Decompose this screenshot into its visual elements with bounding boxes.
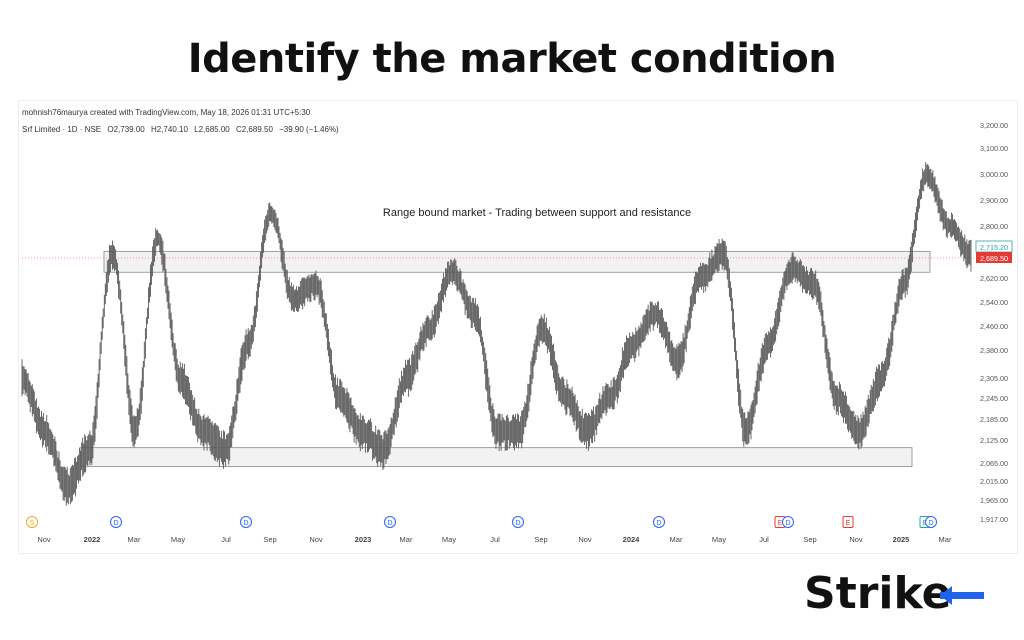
- event-marker-label: D: [113, 520, 118, 527]
- y-tick-label: 1,917.00: [980, 515, 1008, 524]
- y-tick-label: 3,200.00: [980, 121, 1008, 130]
- symbol-label: Srf Limited · 1D · NSE: [22, 125, 102, 134]
- y-tick-label: 2,620.00: [980, 274, 1008, 283]
- event-marker-label: S: [30, 520, 35, 527]
- event-marker-e: [842, 516, 854, 528]
- y-tick-label: 2,125.00: [980, 436, 1008, 445]
- x-tick-label: Sep: [534, 535, 547, 544]
- brand-accent-bar: [940, 592, 984, 599]
- x-tick-label: Sep: [263, 535, 276, 544]
- x-tick-label: Mar: [939, 535, 952, 544]
- event-marker-label: D: [785, 520, 790, 527]
- event-marker-label: D: [515, 520, 520, 527]
- x-tick-label: Nov: [309, 535, 323, 544]
- x-tick-label: Nov: [578, 535, 592, 544]
- x-tick-label: May: [171, 535, 185, 544]
- high-value: H2,740.10: [150, 125, 188, 134]
- chart-panel[interactable]: [18, 100, 1018, 554]
- page-title: Identify the market condition: [187, 36, 837, 82]
- close-value: C2,689.50: [235, 125, 273, 134]
- open-value: O2,739.00: [107, 125, 145, 134]
- y-tick-label: 2,540.00: [980, 298, 1008, 307]
- event-marker-label: E: [846, 520, 851, 527]
- x-tick-label: 2023: [355, 535, 372, 544]
- y-tick-label: 2,015.00: [980, 477, 1008, 486]
- x-tick-label: 2024: [623, 535, 641, 544]
- brand-wordmark: Strike: [804, 568, 951, 619]
- y-tick-label: 2,185.00: [980, 415, 1008, 424]
- event-marker-d: [240, 516, 252, 528]
- y-tick-label: 2,715.20: [980, 243, 1008, 252]
- event-marker-d: [512, 516, 524, 528]
- event-marker-label: D: [387, 520, 392, 527]
- event-marker-label: D: [928, 520, 933, 527]
- last-price-badge: [976, 252, 1012, 263]
- event-marker-d: [782, 516, 794, 528]
- x-tick-label: 2025: [893, 535, 910, 544]
- x-tick-label: Nov: [849, 535, 863, 544]
- x-tick-label: Nov: [37, 535, 51, 544]
- event-marker-d: [384, 516, 396, 528]
- y-tick-label: 3,000.00: [980, 170, 1008, 179]
- y-tick-label: 2,689.50: [980, 254, 1008, 263]
- brand-arrow-icon: [940, 586, 952, 605]
- event-marker-d: [925, 516, 937, 528]
- y-tick-label: 2,245.00: [980, 394, 1008, 403]
- x-tick-label: Jul: [759, 535, 769, 544]
- event-marker-label: D: [243, 520, 248, 527]
- y-tick-label: 2,460.00: [980, 322, 1008, 331]
- x-tick-label: May: [712, 535, 726, 544]
- y-tick-label: 3,100.00: [980, 144, 1008, 153]
- chart-attribution: mohnish76maurya created with TradingView…: [22, 108, 311, 117]
- event-marker-d: [653, 516, 665, 528]
- x-tick-label: Mar: [400, 535, 413, 544]
- support-zone: [79, 447, 913, 467]
- x-tick-label: 2022: [84, 535, 101, 544]
- x-tick-label: Mar: [128, 535, 141, 544]
- y-tick-label: 2,900.00: [980, 196, 1008, 205]
- y-tick-label: 2,305.00: [980, 374, 1008, 383]
- strike-logo: Strike: [804, 568, 984, 619]
- event-marker-label: E: [923, 520, 928, 527]
- price-series: [21, 162, 972, 506]
- x-tick-label: Mar: [670, 535, 683, 544]
- y-tick-label: 2,380.00: [980, 346, 1008, 355]
- x-tick-label: Jul: [490, 535, 500, 544]
- y-tick-label: 1,965.00: [980, 496, 1008, 505]
- quote-line: Srf Limited · 1D · NSE O2,739.00 H2,740.…: [22, 125, 343, 134]
- y-tick-label: 2,065.00: [980, 459, 1008, 468]
- range-annotation: Range bound market - Trading between sup…: [383, 207, 691, 219]
- y-tick-label: 2,800.00: [980, 222, 1008, 231]
- change-value: −39.90 (−1.46%): [279, 125, 339, 134]
- event-marker-d: [110, 516, 122, 528]
- event-marker-s: [26, 516, 38, 528]
- event-marker-label: D: [656, 520, 661, 527]
- low-value: L2,685.00: [194, 125, 230, 134]
- x-tick-label: Jul: [221, 535, 231, 544]
- x-tick-label: May: [442, 535, 456, 544]
- event-marker-label: E: [778, 520, 783, 527]
- x-tick-label: Sep: [803, 535, 816, 544]
